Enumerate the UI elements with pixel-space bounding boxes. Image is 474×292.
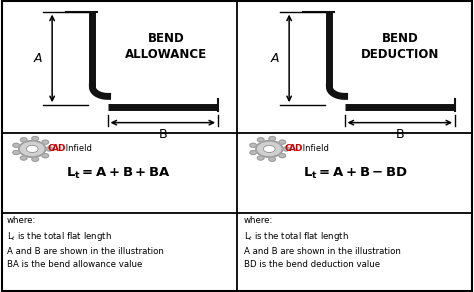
Circle shape xyxy=(32,137,38,141)
Circle shape xyxy=(250,143,256,147)
Circle shape xyxy=(13,150,19,154)
Text: where:
L$_t$ is the total flat length
A and B are shown in the illustration
BD i: where: L$_t$ is the total flat length A … xyxy=(244,216,401,269)
Circle shape xyxy=(19,141,46,157)
Circle shape xyxy=(13,143,19,147)
Text: A: A xyxy=(271,52,279,65)
Circle shape xyxy=(20,138,27,142)
Circle shape xyxy=(279,154,286,158)
Text: B: B xyxy=(158,128,167,142)
Circle shape xyxy=(20,156,27,160)
Text: BEND
ALLOWANCE: BEND ALLOWANCE xyxy=(125,32,207,61)
Circle shape xyxy=(26,145,38,153)
Circle shape xyxy=(256,141,283,157)
Text: B: B xyxy=(395,128,404,142)
Circle shape xyxy=(42,154,49,158)
Circle shape xyxy=(46,147,53,151)
Circle shape xyxy=(283,147,290,151)
Text: where:
L$_t$ is the total flat length
A and B are shown in the illustration
BA i: where: L$_t$ is the total flat length A … xyxy=(7,216,164,269)
Text: AD: AD xyxy=(52,145,67,153)
Text: AD: AD xyxy=(289,145,304,153)
Circle shape xyxy=(32,157,38,161)
Circle shape xyxy=(42,140,49,144)
Circle shape xyxy=(257,156,264,160)
Text: $\mathbf{L_t = A + B + BA}$: $\mathbf{L_t = A + B + BA}$ xyxy=(66,166,171,180)
Text: Infield: Infield xyxy=(63,145,91,153)
Text: $\mathbf{L_t = A + B - BD}$: $\mathbf{L_t = A + B - BD}$ xyxy=(303,166,408,180)
Circle shape xyxy=(269,157,275,161)
Text: Infield: Infield xyxy=(300,145,328,153)
Text: A: A xyxy=(34,52,42,65)
Text: C: C xyxy=(47,145,54,153)
Text: BEND
DEDUCTION: BEND DEDUCTION xyxy=(361,32,440,61)
Circle shape xyxy=(279,140,286,144)
Text: C: C xyxy=(284,145,291,153)
Circle shape xyxy=(269,137,275,141)
Circle shape xyxy=(250,150,256,154)
Circle shape xyxy=(257,138,264,142)
Circle shape xyxy=(263,145,275,153)
